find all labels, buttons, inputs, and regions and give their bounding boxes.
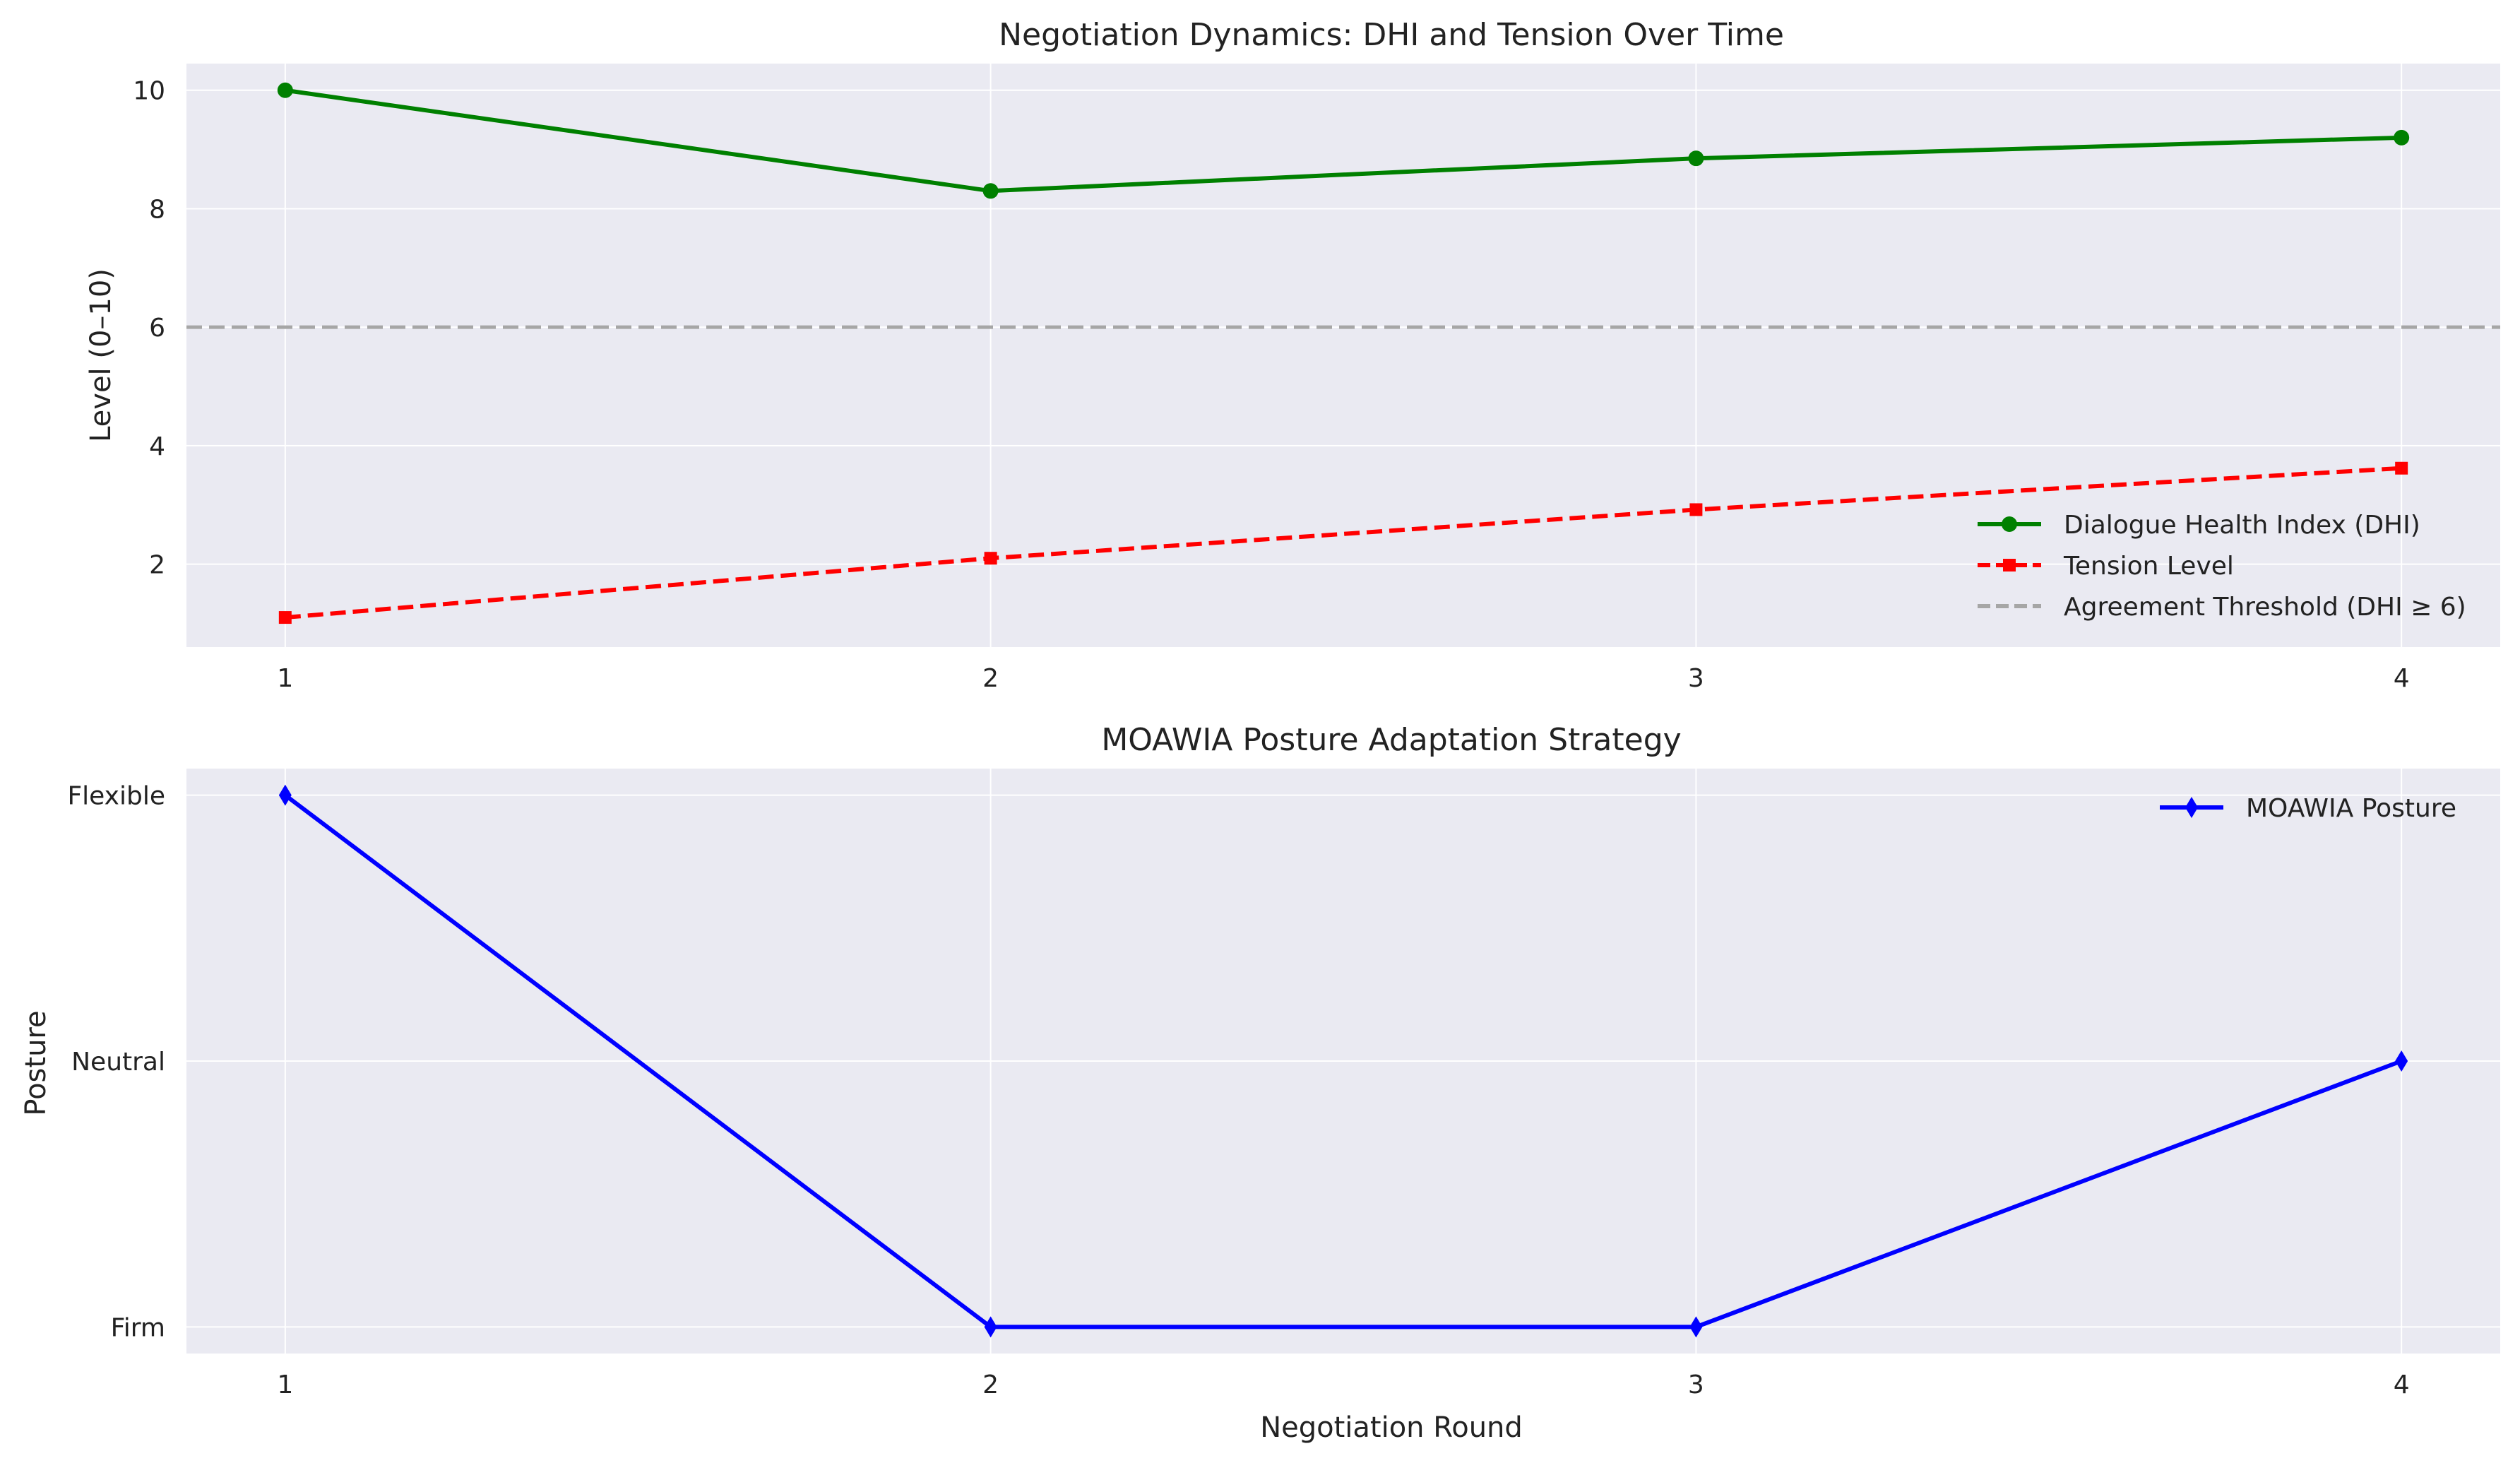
y-tick-labels: Firm Neutral Flexible: [67, 782, 165, 1343]
dhi-point: [982, 183, 999, 199]
x-tick-label: 4: [2394, 664, 2410, 693]
legend-marker: [2003, 559, 2016, 571]
x-tick-labels: 1 2 3 4: [277, 1370, 2409, 1399]
legend-label: Tension Level: [2063, 552, 2234, 581]
legend: MOAWIA Posture: [2160, 794, 2456, 823]
dhi-point: [277, 82, 293, 98]
x-tick-label: 1: [277, 1370, 293, 1399]
x-axis-label: Negotiation Round: [1260, 1411, 1523, 1444]
x-tick-labels: 1 2 3 4: [277, 664, 2409, 693]
posture-point: [2395, 1050, 2408, 1072]
x-tick-label: 4: [2394, 1370, 2410, 1399]
tension-point: [278, 611, 292, 624]
tension-point: [2395, 461, 2408, 475]
dhi-line: [285, 88, 2402, 194]
posture-line: [284, 793, 2403, 1329]
legend-label: Dialogue Health Index (DHI): [2064, 511, 2420, 540]
series-layer: [277, 82, 2410, 624]
posture-point: [278, 784, 292, 806]
x-tick-label: 2: [982, 1370, 999, 1399]
x-tick-label: 3: [1688, 664, 1704, 693]
y-tick-labels: 2 4 6 8 10: [133, 77, 165, 580]
y-axis-label: Level (0–10): [85, 268, 117, 442]
y-tick-label: Flexible: [67, 782, 165, 811]
dhi-point: [1688, 150, 1704, 167]
y-tick-label: Firm: [111, 1313, 165, 1342]
tension-line: [285, 466, 2402, 620]
tension-point: [1689, 503, 1703, 516]
dhi-point: [2394, 129, 2410, 146]
x-tick-label: 2: [982, 664, 999, 693]
y-tick-label: 10: [133, 77, 165, 106]
legend-marker: [2185, 797, 2198, 818]
legend-label: Agreement Threshold (DHI ≥ 6): [2064, 593, 2466, 622]
posture-point: [1689, 1316, 1703, 1338]
y-tick-label: Neutral: [71, 1048, 165, 1077]
legend-marker: [2002, 516, 2017, 532]
legend: Dialogue Health Index (DHI) Tension Level…: [1978, 511, 2466, 622]
y-axis-label: Posture: [20, 1010, 52, 1115]
dhi-tension-chart: Negotiation Dynamics: DHI and Tension Ov…: [85, 17, 2500, 693]
plot-area: [186, 64, 2500, 647]
series-layer: [278, 784, 2408, 1338]
x-tick-label: 1: [277, 664, 293, 693]
posture-point: [984, 1316, 997, 1338]
x-tick-label: 3: [1688, 1370, 1704, 1399]
tension-point: [984, 552, 997, 565]
y-tick-label: 2: [149, 551, 165, 580]
y-tick-label: 8: [149, 195, 165, 224]
legend-label: MOAWIA Posture: [2246, 794, 2456, 823]
y-tick-label: 4: [149, 432, 165, 461]
y-tick-label: 6: [149, 314, 165, 343]
chart-title: MOAWIA Posture Adaptation Strategy: [1101, 722, 1681, 758]
chart-title: Negotiation Dynamics: DHI and Tension Ov…: [999, 17, 1784, 53]
